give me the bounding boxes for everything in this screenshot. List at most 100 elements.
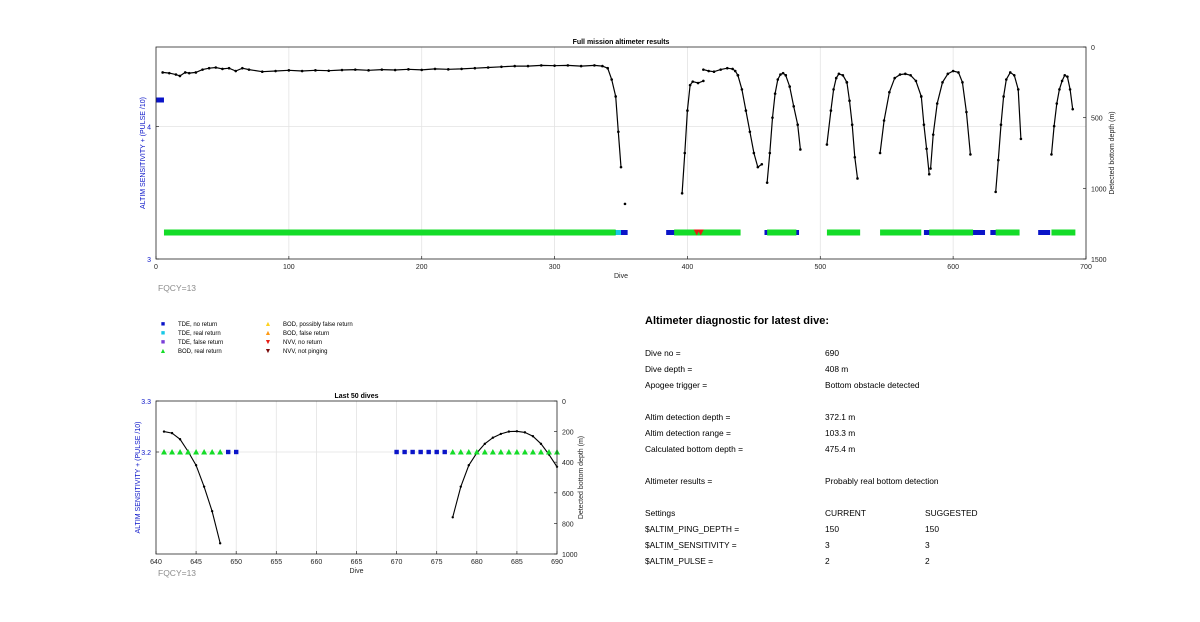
y2-tick-label: 500 [1091, 116, 1103, 123]
y2-tick-label: 1000 [1091, 186, 1107, 193]
depth-point [287, 69, 291, 72]
depth-point [515, 430, 519, 433]
depth-point [768, 151, 772, 155]
y2-tick-label: 0 [1091, 45, 1095, 52]
x-tick-label: 300 [549, 264, 561, 271]
depth-point [999, 123, 1003, 127]
tde-no-return-marker [394, 449, 399, 455]
setting-pulse: $ALTIM_PULSE = 2 2 [645, 556, 930, 566]
legend-item: ■ TDE, false return [158, 338, 223, 348]
x-tick-label: 675 [431, 559, 443, 566]
depth-point [834, 76, 838, 80]
depth-point [925, 147, 928, 151]
depth-point [407, 68, 410, 71]
legend-label: NVV, no return [283, 340, 323, 346]
depth-point [500, 65, 503, 69]
tde-no-return-marker [426, 449, 431, 455]
depth-point [707, 69, 710, 73]
bod-real-return-marker [163, 229, 616, 236]
depth-point [994, 190, 997, 194]
depth-point [878, 151, 882, 155]
bod-real-return-marker [929, 229, 974, 236]
depth-point [799, 148, 802, 151]
legend: ■ TDE, no return ■ TDE, real return ■ TDE, fa… [158, 320, 418, 360]
depth-point [784, 73, 788, 77]
bod-real-return-marker [995, 229, 1020, 236]
depth-point [752, 151, 756, 155]
depth-point [744, 109, 748, 112]
y2-tick-label: 200 [562, 430, 574, 437]
tde-no-return-marker [434, 449, 439, 455]
bod-real-return-marker [209, 449, 216, 455]
fqcy-note: FQCY=13 [158, 568, 196, 578]
y-tick-label: 4 [147, 125, 151, 132]
depth-point [683, 151, 687, 155]
tde-no-return-marker [410, 449, 415, 455]
x-tick-label: 0 [154, 264, 158, 271]
tde-no-return-marker [234, 449, 239, 455]
depth-point [446, 68, 450, 71]
depth-point [946, 72, 950, 76]
depth-point [781, 71, 785, 75]
depth-point [507, 430, 511, 433]
depth-point [1012, 73, 1016, 77]
depth-point [837, 72, 841, 76]
legend-marker-icon: ▼ [264, 348, 272, 355]
depth-point [725, 66, 729, 70]
depth-point [997, 158, 1000, 162]
bod-real-return-marker [767, 229, 797, 236]
y2-tick-label: 1000 [562, 552, 578, 559]
depth-point [1066, 75, 1069, 78]
x-tick-label: 700 [1080, 264, 1092, 271]
bod-real-return-marker [489, 449, 496, 455]
x-tick-label: 690 [551, 559, 563, 566]
depth-point [1071, 107, 1075, 111]
x-axis-label: Dive [614, 273, 628, 280]
depth-point [234, 69, 238, 73]
tde-no-return-marker [442, 449, 447, 455]
depth-point [788, 85, 792, 88]
depth-line [920, 96, 930, 175]
legend-item: ■ TDE, no return [158, 320, 217, 330]
y2-axis-label: Detected bottom depth (m) [1109, 111, 1116, 194]
depth-point [614, 95, 617, 98]
depth-point [893, 76, 896, 80]
legend-marker-icon: ▼ [264, 339, 272, 346]
depth-point [845, 81, 849, 84]
depth-point [566, 64, 570, 67]
depth-point [773, 92, 777, 95]
y-tick-label: 3.2 [141, 450, 151, 457]
depth-point [393, 68, 397, 72]
bod-real-return-marker [465, 449, 472, 455]
depth-point [931, 133, 935, 136]
depth-point [553, 64, 556, 67]
diag-row-altimeter-results: Altimeter results = Probably real bottom … [645, 476, 939, 486]
depth-point [771, 116, 774, 119]
depth-point [451, 516, 454, 519]
depth-point [483, 442, 487, 446]
depth-point [300, 69, 304, 73]
depth-point [201, 68, 204, 71]
x-tick-label: 655 [270, 559, 282, 566]
depth-point [619, 165, 623, 169]
depth-point [965, 110, 968, 114]
depth-point [167, 71, 171, 75]
legend-item: ■ TDE, real return [158, 329, 221, 339]
depth-point [1052, 124, 1056, 128]
bod-real-return-marker [473, 449, 480, 455]
depth-point [1060, 79, 1064, 83]
depth-point [526, 64, 530, 68]
depth-point [1016, 88, 1020, 91]
depth-point [473, 66, 477, 70]
depth-line [163, 431, 221, 544]
bod-real-return-marker [545, 449, 552, 455]
depth-point [340, 68, 344, 72]
depth-point [274, 69, 277, 73]
depth-point [161, 71, 164, 74]
depth-point [825, 143, 829, 146]
bod-real-return-marker [513, 449, 520, 455]
legend-label: NVV, not pinging [283, 349, 328, 355]
depth-point [904, 72, 907, 76]
depth-point [221, 67, 224, 71]
depth-point [951, 69, 955, 73]
